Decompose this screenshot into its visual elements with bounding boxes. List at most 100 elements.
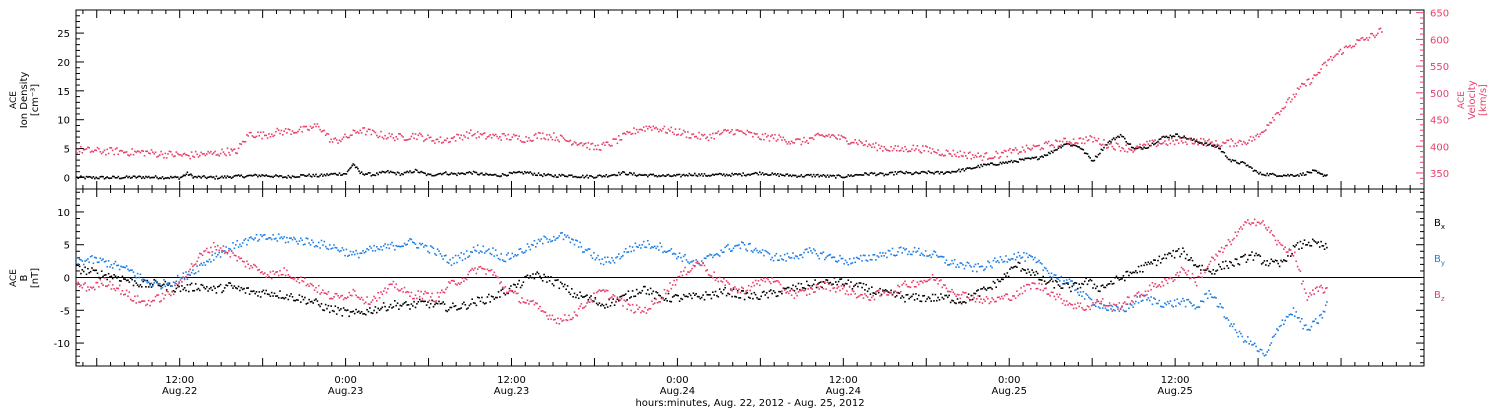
data-point	[625, 248, 627, 250]
data-point	[766, 292, 768, 294]
data-point	[1365, 39, 1367, 41]
data-point	[1034, 274, 1036, 276]
data-point	[514, 284, 516, 286]
data-point	[1183, 251, 1185, 253]
data-point	[184, 287, 186, 289]
data-point	[980, 155, 982, 157]
data-point	[726, 174, 728, 176]
data-point	[1001, 296, 1003, 298]
data-point	[149, 153, 151, 155]
data-point	[1271, 342, 1273, 344]
data-point	[729, 294, 731, 296]
data-point	[510, 290, 512, 292]
data-point	[563, 286, 565, 288]
data-point	[848, 264, 850, 266]
data-point	[230, 256, 232, 258]
data-point	[1326, 174, 1328, 176]
data-point	[1243, 341, 1245, 343]
data-point	[658, 249, 660, 251]
data-point	[955, 171, 957, 173]
data-point	[589, 175, 591, 177]
data-point	[874, 147, 876, 149]
data-point	[478, 174, 480, 176]
data-point	[293, 237, 295, 239]
data-point	[481, 134, 483, 136]
data-point	[863, 145, 865, 147]
data-point	[281, 297, 283, 299]
data-point	[400, 246, 402, 248]
data-point	[339, 251, 341, 253]
data-point	[552, 139, 554, 141]
data-point	[252, 267, 254, 269]
data-point	[393, 172, 395, 174]
data-point	[163, 178, 165, 180]
data-point	[881, 146, 883, 148]
data-point	[825, 257, 827, 259]
data-point	[543, 274, 545, 276]
data-point	[1229, 146, 1231, 148]
data-point	[1101, 144, 1103, 146]
data-point	[86, 260, 88, 262]
data-point	[447, 138, 449, 140]
data-point	[929, 298, 931, 300]
data-point	[1283, 324, 1285, 326]
data-point	[980, 288, 982, 290]
data-point	[124, 151, 126, 153]
data-point	[98, 178, 100, 180]
data-point	[1201, 300, 1203, 302]
data-point	[973, 266, 975, 268]
data-point	[301, 239, 303, 241]
data-point	[647, 289, 649, 291]
data-point	[339, 140, 341, 142]
data-point	[1312, 239, 1314, 241]
data-point	[326, 293, 328, 295]
data-point	[1272, 260, 1274, 262]
data-point	[347, 255, 349, 257]
data-point	[1150, 296, 1152, 298]
data-point	[908, 298, 910, 300]
data-point	[144, 300, 146, 302]
data-point	[848, 143, 850, 145]
data-point	[980, 298, 982, 300]
data-point	[583, 296, 585, 298]
data-point	[1273, 261, 1275, 263]
data-point	[777, 173, 779, 175]
data-point	[1041, 284, 1043, 286]
data-point	[437, 292, 439, 294]
data-point	[282, 274, 284, 276]
data-point	[322, 289, 324, 291]
data-point	[606, 261, 608, 263]
data-point	[303, 126, 305, 128]
data-point	[494, 135, 496, 137]
data-point	[359, 252, 361, 254]
data-point	[740, 174, 742, 176]
data-point	[481, 251, 483, 253]
data-point	[913, 294, 915, 296]
data-point	[846, 176, 848, 178]
data-point	[1262, 262, 1264, 264]
data-point	[1080, 291, 1082, 293]
data-point	[809, 247, 811, 249]
data-point	[521, 172, 523, 174]
data-point	[565, 176, 567, 178]
data-point	[552, 283, 554, 285]
data-point	[922, 282, 924, 284]
data-point	[1130, 272, 1132, 274]
data-point	[946, 171, 948, 173]
data-point	[1228, 267, 1230, 269]
data-point	[330, 248, 332, 250]
data-point	[115, 276, 117, 278]
data-point	[987, 287, 989, 289]
data-point	[626, 309, 628, 311]
data-point	[859, 282, 861, 284]
data-point	[358, 257, 360, 259]
data-point	[1255, 346, 1257, 348]
data-point	[590, 295, 592, 297]
data-point	[1282, 176, 1284, 178]
data-point	[986, 164, 988, 166]
data-point	[1362, 37, 1364, 39]
data-point	[708, 140, 710, 142]
data-point	[247, 175, 249, 177]
data-point	[984, 300, 986, 302]
data-point	[590, 175, 592, 177]
